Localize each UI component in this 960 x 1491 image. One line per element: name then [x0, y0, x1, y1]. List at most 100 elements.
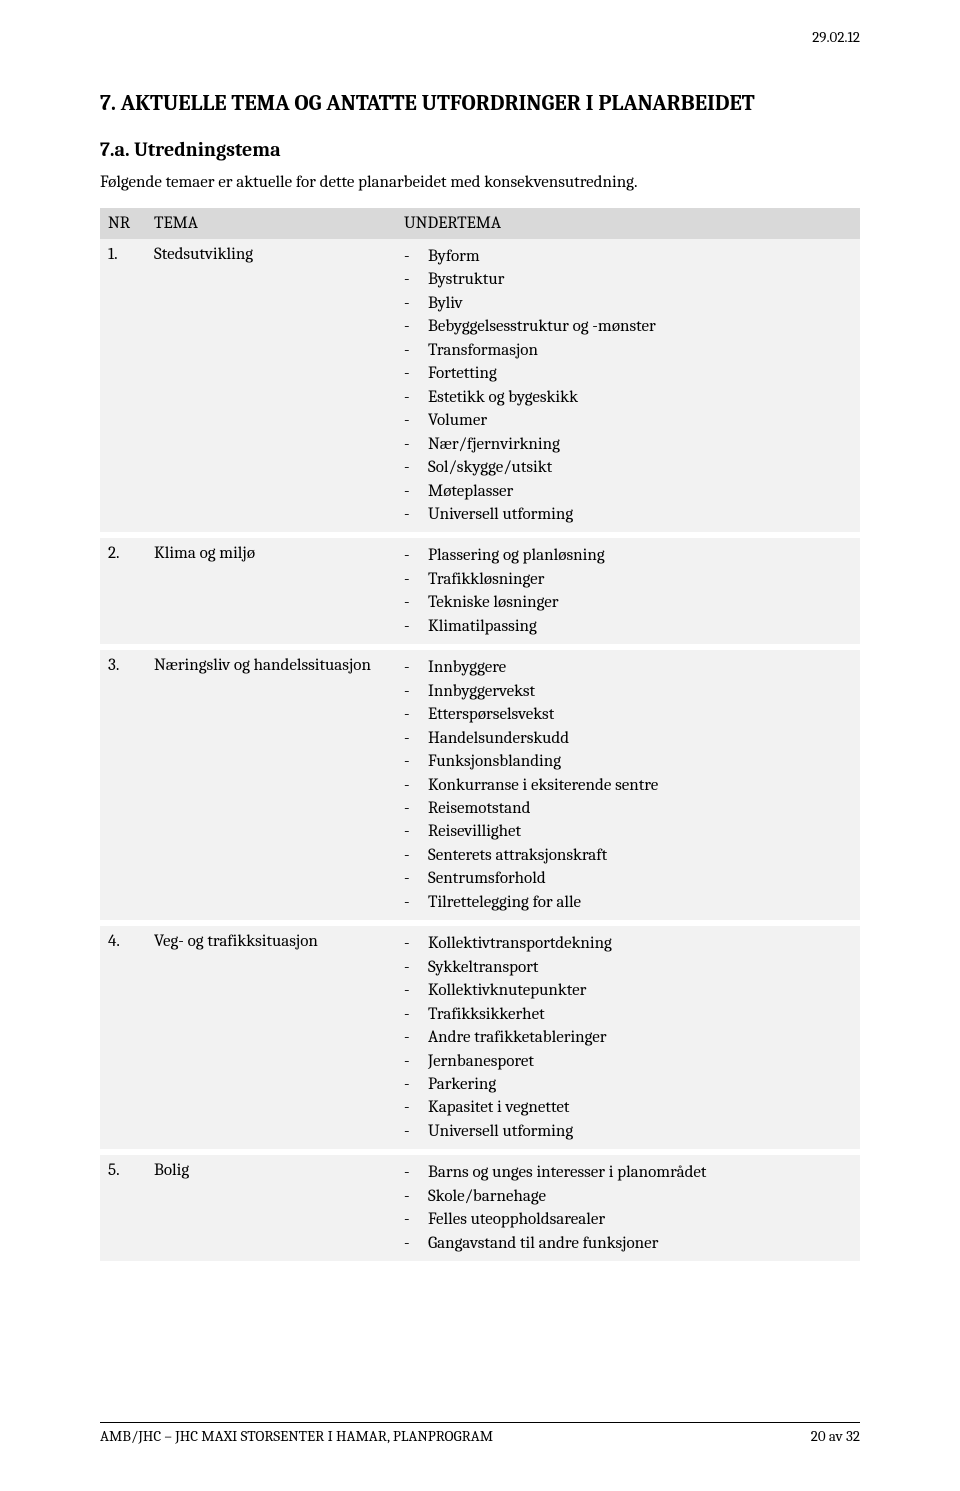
- dash-icon: -: [404, 867, 428, 890]
- list-item: -Skole/barnehage: [404, 1185, 852, 1208]
- dash-icon: -: [404, 932, 428, 955]
- cell-nr: 1.: [100, 239, 146, 532]
- list-item: -Etterspørselsvekst: [404, 703, 852, 726]
- dash-icon: -: [404, 568, 428, 591]
- list-item-text: Byliv: [428, 292, 463, 315]
- cell-undertema: -Byform-Bystruktur-Byliv-Bebyggelsesstru…: [396, 239, 860, 532]
- list-item: -Byform: [404, 245, 852, 268]
- list-item-text: Andre trafikketableringer: [428, 1026, 607, 1049]
- dash-icon: -: [404, 409, 428, 432]
- table-row: 1.Stedsutvikling-Byform-Bystruktur-Byliv…: [100, 239, 860, 532]
- dash-icon: -: [404, 797, 428, 820]
- dash-icon: -: [404, 268, 428, 291]
- cell-undertema: -Kollektivtransportdekning-Sykkeltranspo…: [396, 926, 860, 1149]
- list-item-text: Reisemotstand: [428, 797, 531, 820]
- list-item: -Sentrumsforhold: [404, 867, 852, 890]
- list-item: -Bystruktur: [404, 268, 852, 291]
- list-item-text: Handelsunderskudd: [428, 727, 569, 750]
- list-item-text: Kollektivknutepunkter: [428, 979, 586, 1002]
- dash-icon: -: [404, 503, 428, 526]
- dash-icon: -: [404, 1073, 428, 1096]
- list-item-text: Universell utforming: [428, 1120, 573, 1143]
- list-item: -Universell utforming: [404, 1120, 852, 1143]
- list-item-text: Fortetting: [428, 362, 497, 385]
- dash-icon: -: [404, 245, 428, 268]
- dash-icon: -: [404, 1120, 428, 1143]
- list-item: -Reisevillighet: [404, 820, 852, 843]
- undertema-list: -Innbyggere-Innbyggervekst-Etterspørsels…: [404, 656, 852, 914]
- list-item: -Sol/skygge/utsikt: [404, 456, 852, 479]
- dash-icon: -: [404, 386, 428, 409]
- list-item: -Kapasitet i vegnettet: [404, 1096, 852, 1119]
- cell-tema: Klima og miljø: [146, 538, 396, 644]
- list-item-text: Trafikksikkerhet: [428, 1003, 545, 1026]
- cell-nr: 2.: [100, 538, 146, 644]
- dash-icon: -: [404, 680, 428, 703]
- list-item-text: Kollektivtransportdekning: [428, 932, 612, 955]
- cell-tema: Bolig: [146, 1155, 396, 1261]
- dash-icon: -: [404, 480, 428, 503]
- list-item: -Estetikk og bygeskikk: [404, 386, 852, 409]
- list-item: -Parkering: [404, 1073, 852, 1096]
- list-item: -Transformasjon: [404, 339, 852, 362]
- cell-undertema: -Plassering og planløsning-Trafikkløsnin…: [396, 538, 860, 644]
- list-item: -Møteplasser: [404, 480, 852, 503]
- list-item: -Innbyggervekst: [404, 680, 852, 703]
- list-item: -Jernbanesporet: [404, 1050, 852, 1073]
- page-footer: AMB/JHC – JHC MAXI STORSENTER I HAMAR, P…: [100, 1422, 860, 1445]
- cell-undertema: -Barns og unges interesser i planområdet…: [396, 1155, 860, 1261]
- dash-icon: -: [404, 1026, 428, 1049]
- list-item-text: Klimatilpassing: [428, 615, 537, 638]
- footer-left: AMB/JHC – JHC MAXI STORSENTER I HAMAR, P…: [100, 1427, 493, 1445]
- cell-undertema: -Innbyggere-Innbyggervekst-Etterspørsels…: [396, 650, 860, 920]
- dash-icon: -: [404, 774, 428, 797]
- list-item: -Plassering og planløsning: [404, 544, 852, 567]
- list-item: -Funksjonsblanding: [404, 750, 852, 773]
- list-item: -Sykkeltransport: [404, 956, 852, 979]
- list-item: -Tekniske løsninger: [404, 591, 852, 614]
- list-item-text: Plassering og planløsning: [428, 544, 605, 567]
- list-item: -Senterets attraksjonskraft: [404, 844, 852, 867]
- cell-tema: Stedsutvikling: [146, 239, 396, 532]
- dash-icon: -: [404, 1161, 428, 1184]
- dash-icon: -: [404, 1185, 428, 1208]
- list-item-text: Trafikkløsninger: [428, 568, 544, 591]
- list-item: -Kollektivtransportdekning: [404, 932, 852, 955]
- dash-icon: -: [404, 615, 428, 638]
- dash-icon: -: [404, 844, 428, 867]
- list-item-text: Kapasitet i vegnettet: [428, 1096, 569, 1119]
- list-item: -Trafikksikkerhet: [404, 1003, 852, 1026]
- list-item-text: Bystruktur: [428, 268, 504, 291]
- section-subheading: 7.a. Utredningstema: [100, 138, 860, 161]
- dash-icon: -: [404, 891, 428, 914]
- dash-icon: -: [404, 339, 428, 362]
- dash-icon: -: [404, 703, 428, 726]
- undertema-list: -Kollektivtransportdekning-Sykkeltranspo…: [404, 932, 852, 1143]
- list-item: -Konkurranse i eksiterende sentre: [404, 774, 852, 797]
- list-item: -Andre trafikketableringer: [404, 1026, 852, 1049]
- dash-icon: -: [404, 956, 428, 979]
- cell-tema: Næringsliv og handelssituasjon: [146, 650, 396, 920]
- dash-icon: -: [404, 315, 428, 338]
- list-item-text: Universell utforming: [428, 503, 573, 526]
- cell-nr: 3.: [100, 650, 146, 920]
- list-item-text: Skole/barnehage: [428, 1185, 546, 1208]
- list-item-text: Funksjonsblanding: [428, 750, 561, 773]
- col-header-tema: TEMA: [146, 208, 396, 239]
- list-item: -Gangavstand til andre funksjoner: [404, 1232, 852, 1255]
- table-header-row: NR TEMA UNDERTEMA: [100, 208, 860, 239]
- list-item-text: Møteplasser: [428, 480, 513, 503]
- cell-tema: Veg- og trafikksituasjon: [146, 926, 396, 1149]
- dash-icon: -: [404, 544, 428, 567]
- dash-icon: -: [404, 750, 428, 773]
- cell-nr: 5.: [100, 1155, 146, 1261]
- list-item-text: Byform: [428, 245, 480, 268]
- table-row: 4.Veg- og trafikksituasjon-Kollektivtran…: [100, 926, 860, 1149]
- page: 29.02.12 7. AKTUELLE TEMA OG ANTATTE UTF…: [0, 0, 960, 1491]
- list-item-text: Innbyggervekst: [428, 680, 535, 703]
- undertema-list: -Plassering og planløsning-Trafikkløsnin…: [404, 544, 852, 638]
- dash-icon: -: [404, 292, 428, 315]
- list-item-text: Gangavstand til andre funksjoner: [428, 1232, 658, 1255]
- list-item-text: Tekniske løsninger: [428, 591, 558, 614]
- list-item: -Barns og unges interesser i planområdet: [404, 1161, 852, 1184]
